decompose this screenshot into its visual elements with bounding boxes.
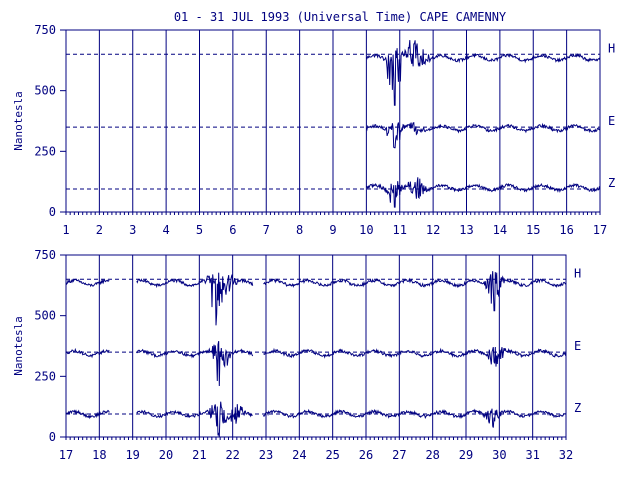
x-tick-label: 17	[593, 223, 607, 237]
x-tick-label: 19	[125, 448, 139, 462]
x-tick-label: 3	[129, 223, 136, 237]
x-tick-label: 22	[225, 448, 239, 462]
x-tick-label: 29	[459, 448, 473, 462]
x-tick-label: 14	[493, 223, 507, 237]
series-label-e: E	[608, 114, 615, 128]
y-tick-label: 750	[34, 248, 56, 262]
chart-panel-bottom: 17 18 19 20 21 22 23 24 25 26 27 28 29 30 31 32 0 250 500 7…	[12, 248, 581, 462]
series-label-h: H	[608, 41, 615, 55]
y-tick-label: 500	[34, 84, 56, 98]
series-line-h	[65, 278, 110, 288]
y-axis-label: Nanotesla	[12, 91, 25, 151]
x-tick-label: 31	[525, 448, 539, 462]
series-label-z: Z	[608, 176, 615, 190]
x-tick-label: 23	[259, 448, 273, 462]
series-line-h	[263, 271, 567, 312]
series-label-h: H	[574, 266, 581, 280]
x-tick-label: 26	[359, 448, 373, 462]
x-tick-label: 4	[163, 223, 170, 237]
x-tick-label: 1	[62, 223, 69, 237]
x-tick-label: 20	[159, 448, 173, 462]
series-line-z	[65, 409, 110, 420]
x-tick-label: 32	[559, 448, 573, 462]
series-line-z	[136, 401, 253, 438]
x-tick-label: 11	[393, 223, 407, 237]
series-label-z: Z	[574, 401, 581, 415]
series-line-e	[136, 340, 254, 387]
x-tick-label: 2	[96, 223, 103, 237]
y-tick-label: 750	[34, 23, 56, 37]
y-tick-label: 500	[34, 309, 56, 323]
x-tick-label: 8	[296, 223, 303, 237]
x-tick-label: 9	[329, 223, 336, 237]
x-tick-label: 21	[192, 448, 206, 462]
series-line-z	[262, 408, 566, 428]
x-tick-label: 24	[292, 448, 306, 462]
y-tick-label: 0	[49, 205, 56, 219]
y-tick-label: 250	[34, 369, 56, 383]
x-tick-label: 12	[426, 223, 440, 237]
x-tick-label: 28	[425, 448, 439, 462]
y-axis-label: Nanotesla	[12, 316, 25, 376]
chart-title: 01 - 31 JUL 1993 (Universal Time) CAPE C…	[174, 10, 507, 24]
chart-panels: 1 2 3 4 5 6 7 8 9 10 11 12 13 14 15 16 170250500750Nanot…	[12, 23, 615, 462]
x-tick-label: 10	[359, 223, 373, 237]
series-line-e	[65, 347, 110, 359]
y-tick-label: 0	[49, 430, 56, 444]
x-tick-label: 25	[325, 448, 339, 462]
series-line-e	[263, 346, 567, 367]
x-tick-label: 15	[526, 223, 540, 237]
x-tick-label: 6	[229, 223, 236, 237]
x-tick-label: 13	[459, 223, 473, 237]
y-tick-label: 250	[34, 144, 56, 158]
x-tick-label: 17	[59, 448, 73, 462]
x-tick-label: 5	[196, 223, 203, 237]
chart-panel-top: 1 2 3 4 5 6 7 8 9 10 11 12 13 14 15 16 170250500750Nanot…	[12, 23, 615, 237]
x-tick-label: 18	[92, 448, 106, 462]
series-line-h	[136, 272, 254, 326]
x-tick-label: 16	[559, 223, 573, 237]
x-tick-label: 7	[263, 223, 270, 237]
series-label-e: E	[574, 339, 581, 353]
x-tick-label: 27	[392, 448, 406, 462]
x-tick-label: 30	[492, 448, 506, 462]
series-line-e	[365, 121, 601, 149]
series-line-h	[365, 40, 601, 106]
series-line-z	[366, 177, 601, 208]
